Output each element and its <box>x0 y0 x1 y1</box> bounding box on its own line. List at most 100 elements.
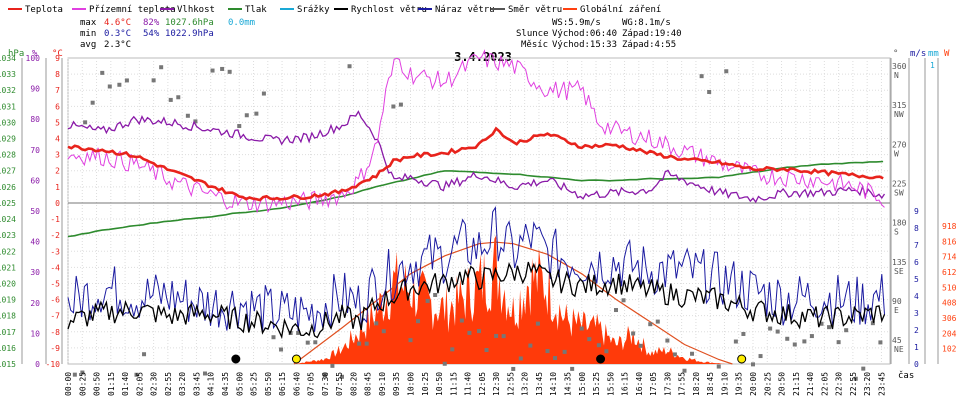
left-axis-tick: 1027 <box>0 167 16 176</box>
left-axis-tick: 1018 <box>0 312 16 321</box>
x-tick-label: 14:35 <box>563 372 572 396</box>
sunrise-marker <box>291 354 301 364</box>
plot-area <box>67 49 886 381</box>
wind-direction-point <box>425 298 430 303</box>
left-axis-tick: 1030 <box>0 118 16 127</box>
left-axis-tick: -10 <box>46 360 61 369</box>
stat-max-label: max <box>80 18 97 28</box>
left-axis-tick: 30 <box>30 268 40 277</box>
wind-direction-point <box>176 95 181 100</box>
left-axis-tick: 1026 <box>0 183 16 192</box>
wind-direction-point <box>364 341 369 346</box>
left-axis-tick: 1 <box>55 183 60 192</box>
wind-direction-point <box>124 78 129 83</box>
wind-direction-point <box>690 351 695 356</box>
wind-direction-point <box>570 366 575 371</box>
right-axis-dir-subtick: NW <box>894 110 904 119</box>
wind-direction-point <box>716 364 721 369</box>
wind-direction-point <box>442 361 447 366</box>
x-tick-label: 12:05 <box>478 372 487 396</box>
left-axis-tick: -1 <box>50 215 60 224</box>
left-axis-tick: -5 <box>50 279 60 288</box>
wind-direction-point <box>313 340 318 345</box>
wind-direction-point <box>330 363 335 368</box>
left-axis-tick: 1029 <box>0 135 16 144</box>
right-axis-ws-tick: 1 <box>914 343 919 352</box>
x-tick-label: 16:40 <box>635 372 644 396</box>
stat-avg-temp: 2.3°C <box>104 40 131 50</box>
wind-direction-point <box>347 64 352 69</box>
x-tick-label: 06:40 <box>292 372 301 396</box>
pressure-line <box>67 160 884 238</box>
wind-direction-point <box>682 368 687 373</box>
stat-ws: WS:5.9m/s <box>552 18 601 28</box>
wind-direction-point <box>134 372 139 377</box>
right-axis-dir-subtick: S <box>894 228 899 237</box>
wind-direction-point <box>80 370 85 375</box>
left-axis-tick: 1034 <box>0 54 16 63</box>
wind-direction-point <box>844 328 849 333</box>
wind-direction-point <box>83 120 88 125</box>
wind-direction-point <box>621 298 626 303</box>
wind-speed-line <box>67 261 886 340</box>
stat-moonrise: Východ:15:33 <box>552 40 617 50</box>
right-axis-dir-tick: 270 <box>892 140 907 149</box>
right-axis-ws-tick: 7 <box>914 241 919 250</box>
wind-direction-point <box>648 322 653 327</box>
x-tick-label: 15:00 <box>578 372 587 396</box>
wind-direction-point <box>381 329 386 334</box>
x-tick-label: 04:35 <box>221 372 230 396</box>
stat-moonset: Západ:4:55 <box>622 40 676 50</box>
x-tick-label: 20:00 <box>749 372 758 396</box>
wind-direction-point <box>477 329 481 334</box>
wind-direction-point <box>467 330 472 335</box>
right-axis-dir-subtick: NE <box>894 345 904 354</box>
left-axis-tick: 1031 <box>0 102 16 111</box>
left-axis-tick: -4 <box>50 263 60 272</box>
solar-radiation-area <box>294 235 726 364</box>
right-axis-dir-tick: 225 <box>892 180 907 189</box>
wind-direction-point <box>870 321 875 326</box>
right-axis-solar-tick: 816 <box>942 237 957 246</box>
legend-label: Srážky <box>297 5 330 15</box>
right-axis-solar-tick: 204 <box>942 329 957 338</box>
humidity-line <box>67 110 886 204</box>
wind-direction-point <box>751 362 755 367</box>
right-axis-solar-tick: 612 <box>942 268 957 277</box>
x-tick-label: 10:50 <box>435 372 444 396</box>
left-axis-tick: 80 <box>30 115 40 124</box>
moonset-marker <box>231 354 241 364</box>
wind-direction-point <box>72 372 77 377</box>
x-tick-label: 16:15 <box>621 372 630 396</box>
left-axis-tick: 9 <box>55 54 60 63</box>
wind-direction-point <box>210 68 215 73</box>
x-tick-label: 09:10 <box>378 372 387 396</box>
left-axis-tick: 7 <box>55 86 60 95</box>
left-axis-tick: 3 <box>55 151 60 160</box>
temperature-line <box>67 126 884 202</box>
x-tick-label: 14:10 <box>549 372 558 396</box>
wind-direction-point <box>528 343 533 348</box>
right-axis-dir-tick: 180 <box>892 219 907 228</box>
left-axis-tick: -9 <box>50 344 60 353</box>
left-axis-unit: % <box>32 49 38 59</box>
left-axis-tick: 1023 <box>0 231 16 240</box>
left-axis-tick: 2 <box>55 167 60 176</box>
x-tick-label: 10:25 <box>421 372 430 396</box>
wind-direction-point <box>518 356 523 361</box>
wind-direction-point <box>433 292 438 297</box>
right-axis-dir-tick: 315 <box>892 101 907 110</box>
right-axis-unit: ° <box>893 49 898 59</box>
x-tick-label: 11:15 <box>449 372 458 396</box>
x-tick-label: 01:40 <box>121 372 130 396</box>
stat-sunset: Západ:19:40 <box>622 29 682 39</box>
x-tick-label: 21:40 <box>806 372 815 396</box>
legend-label: Tlak <box>245 5 267 15</box>
wind-direction-point <box>655 319 660 324</box>
stat-min-label: min <box>80 29 96 39</box>
left-axis-tick: -2 <box>50 231 60 240</box>
right-axis-dir-tick: 90 <box>892 297 902 306</box>
